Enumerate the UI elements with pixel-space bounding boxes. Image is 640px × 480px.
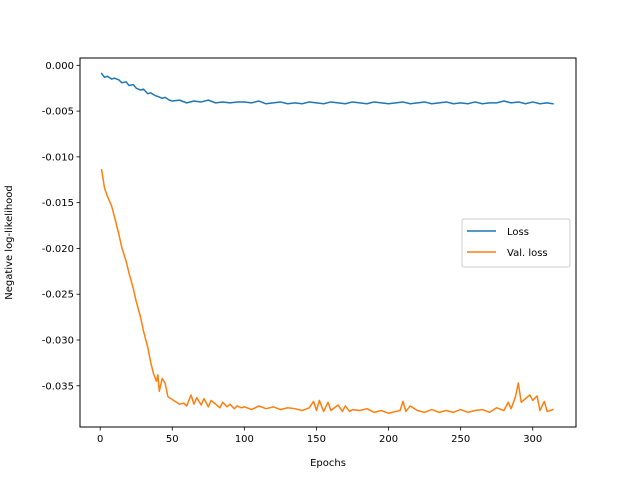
plot-content (100, 72, 554, 415)
x-tick-label: 100 (235, 434, 254, 445)
y-tick-label: -0.005 (42, 107, 74, 118)
y-tick-label: -0.015 (42, 198, 74, 209)
legend-label: Val. loss (507, 248, 548, 259)
x-axis: 0 50 100 150 200 250 300 (97, 427, 542, 445)
y-axis: 0.000 -0.005 -0.010 -0.015 -0.020 -0.025 -0.03… (42, 61, 80, 392)
y-axis-label: Negative log-likelihood (4, 185, 15, 300)
legend-label: Loss (507, 227, 529, 238)
y-tick-label: -0.020 (42, 244, 74, 255)
series-line-loss (100, 72, 554, 105)
y-tick-label: 0.000 (45, 61, 74, 72)
x-axis-label: Epochs (310, 458, 346, 469)
legend: Loss Val. loss (461, 218, 571, 268)
y-tick-label: -0.025 (42, 290, 74, 301)
series-line-val-loss (100, 168, 554, 415)
x-tick-label: 250 (451, 434, 470, 445)
x-tick-label: 150 (307, 434, 326, 445)
x-tick-label: 200 (379, 434, 398, 445)
x-tick-label: 0 (97, 434, 103, 445)
x-tick-label: 50 (166, 434, 179, 445)
plot-frame (79, 57, 577, 428)
y-tick-label: -0.035 (42, 381, 74, 392)
y-tick-label: -0.010 (42, 152, 74, 163)
x-tick-label: 300 (523, 434, 542, 445)
y-tick-label: -0.030 (42, 336, 74, 347)
